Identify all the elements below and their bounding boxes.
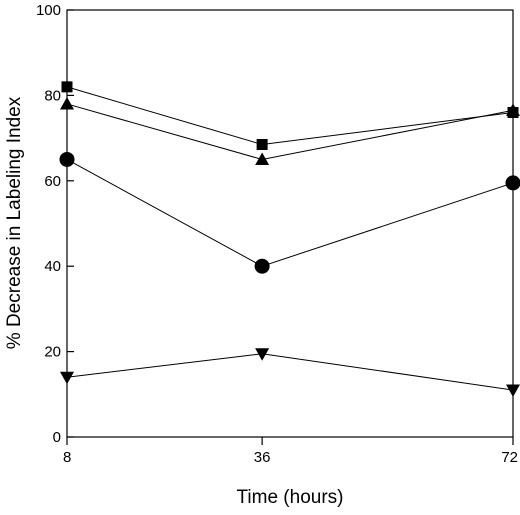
data-point-triangle-down-72 [506, 384, 520, 398]
series-layer [59, 81, 520, 398]
x-axis-title: Time (hours) [237, 487, 344, 508]
data-point-triangle-down-8 [60, 371, 74, 385]
series-line-triangle-down [66, 353, 514, 391]
y-tick-label-20: 20 [44, 344, 61, 361]
y-tick-label-60: 60 [44, 173, 61, 190]
y-axis: 0 20 40 60 80 100 [36, 2, 74, 446]
x-tick-label-8: 8 [63, 449, 71, 466]
x-tick-label-36: 36 [254, 449, 271, 466]
series-line-circle [66, 159, 514, 267]
x-axis: 8 36 72 [63, 437, 518, 466]
series-line-square [66, 86, 514, 146]
data-point-triangle-up-8 [60, 96, 74, 110]
data-point-circle-72 [505, 175, 520, 191]
data-point-triangle-down-36 [255, 348, 270, 361]
data-point-triangle-up-72 [506, 103, 520, 116]
y-axis-title: % Decrease in Labeling Index [4, 96, 25, 349]
y-tick-label-100: 100 [36, 2, 61, 19]
plot-area-frame [66, 9, 514, 438]
data-point-circle-8 [59, 151, 75, 167]
series-circle [59, 151, 520, 274]
data-point-triangle-up-36 [255, 152, 270, 165]
x-tick-label-72: 72 [501, 449, 518, 466]
y-tick-label-40: 40 [44, 258, 61, 275]
series-square [61, 81, 519, 151]
y-tick-label-0: 0 [53, 429, 61, 446]
y-tick-label-80: 80 [44, 87, 61, 104]
series-line-triangle-up [66, 103, 514, 160]
data-point-square-36 [256, 139, 268, 151]
data-point-circle-36 [254, 258, 270, 274]
data-point-square-8 [61, 81, 73, 93]
series-triangle-up [60, 96, 520, 165]
series-triangle-down [60, 348, 520, 398]
